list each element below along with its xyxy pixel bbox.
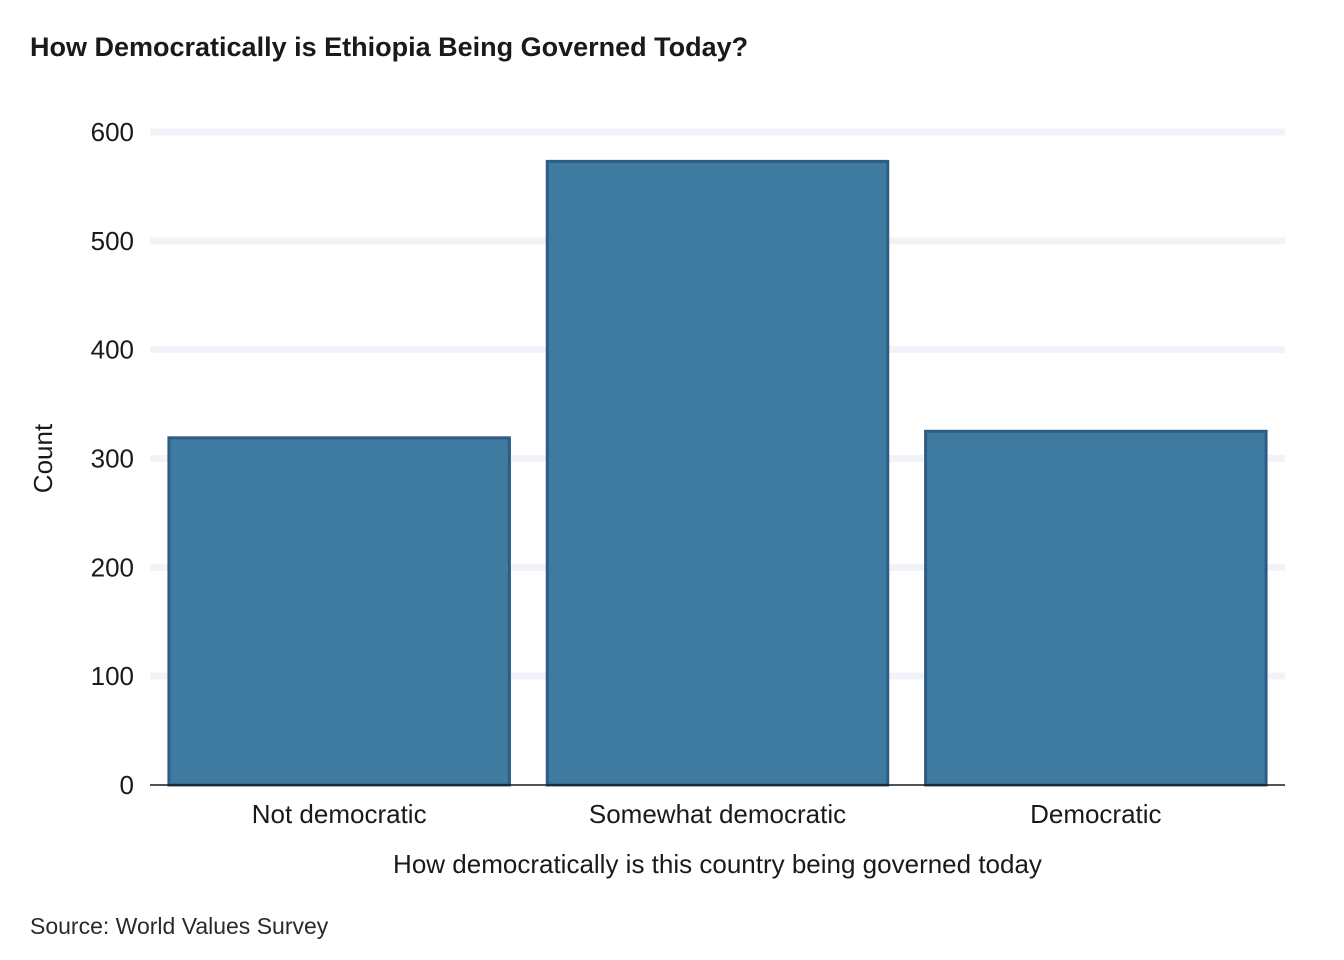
chart-title: How Democratically is Ethiopia Being Gov… [30, 32, 748, 62]
x-tick-label: Democratic [1030, 799, 1161, 829]
bars [167, 159, 1268, 787]
x-tick-label: Somewhat democratic [589, 799, 846, 829]
y-axis-title: Count [28, 423, 58, 493]
y-tick-label: 600 [91, 117, 134, 147]
x-tick-label: Not democratic [252, 799, 427, 829]
y-tick-labels: 0 100 200 300 400 500 600 [91, 117, 134, 800]
y-tick-label: 200 [91, 552, 134, 582]
x-tick-labels: Not democratic Somewhat democratic Democra… [252, 799, 1162, 829]
y-tick-label: 400 [91, 335, 134, 365]
y-tick-label: 500 [91, 226, 134, 256]
y-tick-label: 0 [120, 770, 134, 800]
source-caption: Source: World Values Survey [30, 913, 329, 939]
y-tick-label: 300 [91, 444, 134, 474]
y-tick-label: 100 [91, 661, 134, 691]
bar [545, 159, 890, 787]
x-axis-title: How democratically is this country being… [393, 849, 1042, 879]
bar [924, 429, 1268, 787]
bar [167, 436, 511, 787]
